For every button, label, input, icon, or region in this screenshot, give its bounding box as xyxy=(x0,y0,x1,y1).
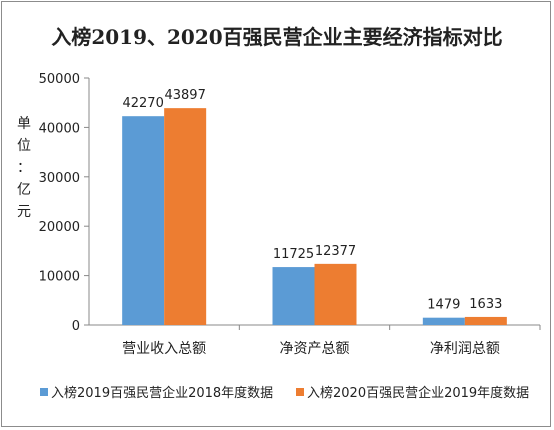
data-label: 12377 xyxy=(315,244,356,259)
legend: 入榜2019百强民营企业2018年度数据 入榜2020百强民营企业2019年度数据 xyxy=(40,385,529,401)
x-tick-labels: 营业收入总额 净资产总额 净利润总额 xyxy=(122,341,500,357)
y-tick-labels: 0 10000 20000 30000 40000 50000 xyxy=(39,72,80,334)
bar xyxy=(464,316,507,325)
y-tick-label: 50000 xyxy=(39,72,80,87)
y-tick-label: 30000 xyxy=(39,171,80,186)
bars xyxy=(122,108,507,325)
data-label: 43897 xyxy=(164,88,205,103)
bar xyxy=(314,263,357,325)
chart-title: 入榜2019、2020百强民营企业主要经济指标对比 xyxy=(51,25,502,49)
legend-label: 入榜2019百强民营企业2018年度数据 xyxy=(51,385,273,401)
bar xyxy=(122,116,165,325)
data-label: 42270 xyxy=(122,96,163,111)
y-tick-label: 10000 xyxy=(39,270,80,285)
bar xyxy=(422,317,465,325)
legend-label: 入榜2020百强民营企业2019年度数据 xyxy=(307,385,529,401)
bar xyxy=(272,267,315,325)
data-label: 1633 xyxy=(469,297,502,312)
y-tick-label: 0 xyxy=(72,319,80,334)
data-label: 1479 xyxy=(427,298,460,313)
y-tick-label: 20000 xyxy=(39,220,80,235)
x-tick-label: 营业收入总额 xyxy=(122,341,206,357)
y-axis-label: 单位：亿元 xyxy=(17,116,31,220)
data-label: 11725 xyxy=(273,247,314,262)
x-tick-label: 净资产总额 xyxy=(280,341,350,357)
legend-swatch xyxy=(40,388,48,396)
legend-swatch xyxy=(296,388,304,396)
y-tick-label: 40000 xyxy=(39,121,80,136)
x-tick-label: 净利润总额 xyxy=(430,341,500,357)
bar xyxy=(164,108,207,325)
